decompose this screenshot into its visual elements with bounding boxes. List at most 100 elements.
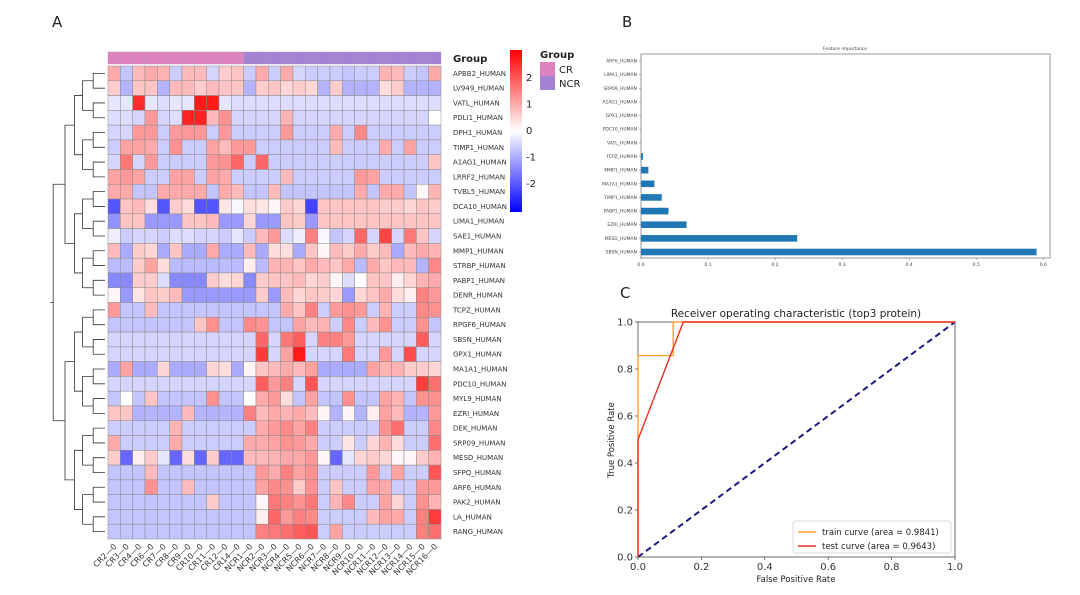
heatmap-cell [428,302,442,318]
heatmap-cell [268,464,281,481]
bar [641,207,669,215]
heatmap-cell [354,346,368,362]
heatmap-cell [329,80,343,96]
heatmap-cell [354,509,368,525]
heatmap-cell [107,95,121,111]
heatmap-cell [342,272,355,288]
heatmap-cell [144,331,158,348]
heatmap-cell [218,361,232,377]
heatmap-cell [218,139,232,155]
heatmap-cell [194,376,207,392]
heatmap-cell [169,346,183,362]
row-label: TCPZ_HUMAN [452,306,501,314]
heatmap-cell [280,184,294,200]
heatmap-cell [218,509,232,525]
dendrogram-branch [92,132,105,148]
heatmap-cell [120,331,133,348]
heatmap-cell [280,169,294,185]
heatmap-cell [194,523,207,540]
heatmap-cell [169,80,183,96]
heatmap-cell [132,124,146,141]
heatmap-cell [354,198,368,215]
heatmap-cell [342,302,355,318]
heatmap-cell [391,346,405,362]
roc-x-tick-label: 1.0 [947,562,963,573]
heatmap-cell [206,361,220,377]
heatmap-cell [317,139,331,155]
heatmap-cell [157,390,170,407]
row-label: DENR_HUMAN [453,292,503,300]
heatmap-cell [403,405,417,421]
legend-label-ncr: NCR [559,79,580,90]
heatmap-cell [169,287,183,303]
heatmap-cell [194,420,207,436]
heatmap-cell [268,494,281,510]
heatmap-cell [428,110,442,126]
heatmap-cell [379,65,392,82]
roc-ylabel: True Positive Rate [607,402,617,479]
heatmap-cell [403,346,417,362]
heatmap-cell [144,435,158,451]
heatmap-cell [169,243,183,259]
heatmap-cell [366,317,380,333]
heatmap-cell [342,390,355,407]
heatmap-cell [243,331,257,348]
heatmap-cell [268,257,281,274]
heatmap-cell [181,405,195,421]
heatmap-cell [107,213,121,229]
heatmap-cell [416,257,429,274]
heatmap-cell [206,287,220,303]
heatmap-cell [342,110,355,126]
heatmap-cell [366,95,380,111]
heatmap-cell [379,154,392,170]
heatmap-cell [305,346,318,362]
dendrogram-branch [92,457,105,473]
heatmap-cell [354,213,368,229]
heatmap-cell [144,139,158,155]
heatmap-cell [107,110,121,126]
heatmap-cell [132,376,146,392]
heatmap-cell [379,110,392,126]
heatmap-cell [342,435,355,451]
heatmap-cell [354,272,368,288]
heatmap-cell [354,139,368,155]
bar-x-tick-label: 0.2 [772,262,779,268]
group-annotation-cell [391,51,405,65]
heatmap-cell [231,139,244,155]
heatmap-cell [292,361,306,377]
heatmap-cell [107,272,121,288]
heatmap-cell [292,287,306,303]
heatmap-cell [157,361,170,377]
heatmap-cell [268,479,281,495]
heatmap-cell [391,523,405,540]
heatmap-cell [255,317,269,333]
heatmap-cell [329,228,343,244]
heatmap-cell [107,450,121,466]
heatmap-cell [144,361,158,377]
colorbar-tick-label: -1 [526,153,536,164]
heatmap-cell [181,302,195,318]
heatmap-cell [428,509,442,525]
heatmap-cell [305,154,318,170]
heatmap-cell [107,184,121,200]
heatmap-cell [280,523,294,540]
dendrogram-branch [92,191,105,207]
heatmap-cell [231,317,244,333]
bar [641,166,649,174]
row-label: PDC10_HUMAN [453,380,506,388]
heatmap-cell [317,154,331,170]
heatmap-cell [416,228,429,244]
heatmap-cell [416,435,429,451]
heatmap-cell [132,435,146,451]
heatmap-cell [317,80,331,96]
heatmap-cell [391,198,405,215]
heatmap-cell [120,198,133,215]
heatmap-cell [218,80,232,96]
heatmap-cell [144,257,158,274]
roc-y-tick-label: 1.0 [617,318,633,329]
heatmap-cell [243,80,257,96]
heatmap-cell [428,169,442,185]
roc-y-tick-label: 0.8 [617,365,633,376]
row-label: LRRF2_HUMAN [453,173,505,181]
heatmap-cell [157,213,170,229]
